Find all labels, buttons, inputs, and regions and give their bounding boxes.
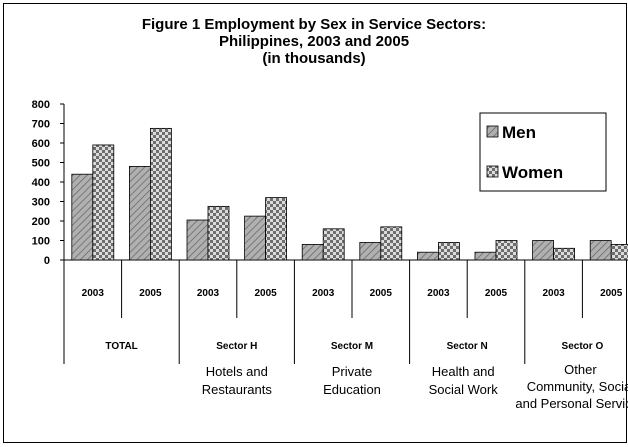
bar-men (128, 165, 151, 261)
bar-women (207, 205, 230, 261)
legend-swatch-men (486, 125, 499, 138)
bar-women (265, 197, 288, 261)
x-year-label: 2003 (82, 288, 105, 299)
y-tick-label: 500 (32, 158, 50, 170)
y-tick-label: 800 (32, 99, 50, 111)
bar-men (474, 251, 497, 261)
x-group-description: Hotels and (206, 364, 268, 379)
x-group-description: Community, Social (527, 379, 628, 394)
x-group-label: Sector N (447, 341, 488, 352)
x-group-description: Health and (432, 364, 495, 379)
chart-title: Figure 1 Employment by Sex in Service Se… (0, 16, 628, 67)
x-year-label: 2003 (427, 288, 450, 299)
y-tick-label: 100 (32, 236, 50, 248)
bar-women (322, 228, 345, 261)
legend-box (479, 112, 607, 192)
bar-women (149, 127, 172, 261)
y-tick-label: 700 (32, 119, 50, 131)
chart-title-line-2: Philippines, 2003 and 2005 (218, 33, 410, 50)
chart-title-line-3: (in thousands) (262, 50, 366, 67)
legend-label-men: Men (502, 123, 536, 142)
legend-label-women: Women (502, 163, 563, 182)
x-group-label: Sector M (331, 341, 373, 352)
chart-title-line-1: Figure 1 Employment by Sex in Service Se… (141, 16, 487, 33)
bar-men (532, 240, 554, 261)
y-tick-label: 300 (32, 197, 50, 209)
bar-men (359, 242, 382, 261)
x-year-label: 2005 (139, 288, 162, 299)
bar-men (244, 215, 267, 261)
bar-women (553, 247, 575, 261)
legend-swatch-women (486, 165, 499, 178)
bar-women (610, 243, 628, 261)
x-year-label: 2003 (542, 288, 565, 299)
bar-women (437, 242, 460, 261)
x-year-label: 2005 (485, 288, 508, 299)
bar-men (589, 240, 612, 261)
x-group-description: Social Work (429, 382, 499, 397)
bar-men (416, 251, 439, 261)
x-group-label: TOTAL (105, 341, 137, 352)
bar-women (495, 240, 518, 261)
bar-men (186, 219, 209, 261)
x-group-label: Sector H (216, 341, 257, 352)
bar-men (71, 173, 94, 261)
x-group-description: and Personal Services (515, 396, 628, 411)
x-group-description: Private (332, 364, 372, 379)
y-tick-label: 0 (44, 255, 50, 267)
y-tick-label: 400 (32, 177, 50, 189)
x-group-description: Education (323, 382, 381, 397)
x-group-label: Sector O (562, 341, 604, 352)
bar-women (92, 144, 115, 261)
bar-women (380, 226, 403, 261)
x-group-description: Restaurants (202, 382, 273, 397)
y-tick-label: 200 (32, 216, 50, 228)
bar-men (301, 243, 324, 261)
x-year-label: 2003 (312, 288, 335, 299)
x-year-label: 2003 (197, 288, 220, 299)
x-year-label: 2005 (370, 288, 393, 299)
y-tick-label: 600 (32, 138, 50, 150)
x-year-label: 2005 (254, 288, 277, 299)
x-group-description: Other (564, 362, 597, 377)
x-year-label: 2005 (600, 288, 623, 299)
